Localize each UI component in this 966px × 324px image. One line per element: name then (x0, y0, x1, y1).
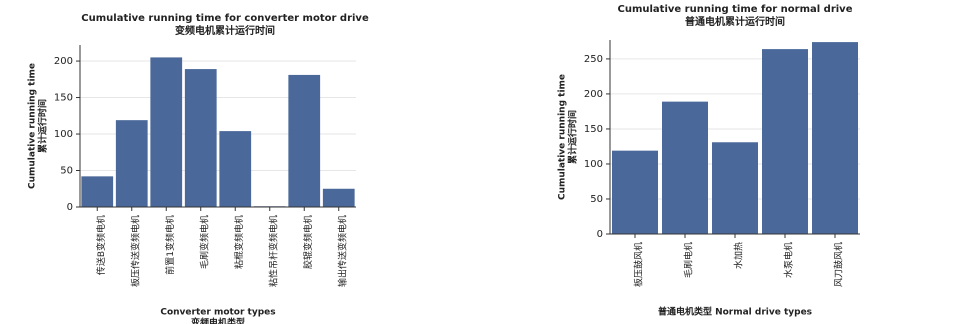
y-tick-label: 250 (584, 54, 603, 65)
bar (712, 142, 758, 234)
y-tick-label: 50 (590, 194, 603, 205)
chart-subtitle: 变频电机累计运行时间 (175, 24, 275, 37)
y-axis-label: Cumulative running time (28, 63, 38, 189)
x-tick-label: 胶辊变频电机 (302, 215, 314, 269)
x-tick-label: 传送B变频电机 (95, 215, 107, 275)
x-axis-label: 普通电机类型 Normal drive types (658, 306, 812, 318)
y-tick-label: 50 (60, 166, 73, 177)
x-tick-label: 水加热 (733, 242, 745, 269)
bar (219, 131, 252, 207)
x-tick-label: 板压鼓风机 (633, 242, 645, 287)
y-tick-label: 200 (54, 56, 73, 67)
y-tick-label: 200 (584, 89, 603, 100)
bar (612, 150, 658, 234)
bar (812, 42, 858, 235)
y-tick-label: 0 (597, 229, 603, 240)
chart-subtitle: 普通电机累计运行时间 (685, 15, 785, 28)
x-tick-label: 输出传送变频电机 (336, 215, 348, 287)
y-axis-label: Cumulative running time (558, 74, 568, 200)
x-tick-label: 风刀鼓风机 (833, 242, 845, 287)
bar (81, 176, 114, 207)
y-tick-label: 150 (54, 93, 73, 104)
bar (184, 69, 217, 207)
bar (115, 120, 148, 207)
bar (322, 188, 355, 207)
y-tick-label: 150 (584, 124, 603, 135)
y-tick-label: 100 (584, 159, 603, 170)
x-tick-label: 毛刷变频电机 (198, 215, 210, 269)
y-tick-label: 100 (54, 129, 73, 140)
bar (762, 49, 808, 235)
bar (662, 101, 708, 234)
x-axis-label: 变频电机类型 (191, 317, 245, 324)
bar (288, 74, 321, 208)
x-tick-label: 粘性吊杆变频电机 (267, 215, 279, 287)
bar (150, 57, 183, 207)
x-tick-label: 板压传送变频电机 (129, 215, 141, 287)
x-tick-label: 粘棍变频电机 (233, 215, 245, 269)
chart-title: Cumulative running time for normal drive (618, 4, 853, 15)
x-tick-label: 毛刷电机 (683, 242, 695, 278)
chart-title: Cumulative running time for converter mo… (81, 13, 369, 24)
x-axis-label: Converter motor types (160, 308, 275, 318)
y-axis-label: 累计运行时间 (37, 99, 49, 153)
y-tick-label: 0 (67, 202, 73, 213)
x-tick-label: 前置1变频电机 (164, 215, 176, 275)
y-axis-label: 累计运行时间 (567, 110, 579, 164)
x-tick-label: 水泵电机 (783, 242, 795, 278)
